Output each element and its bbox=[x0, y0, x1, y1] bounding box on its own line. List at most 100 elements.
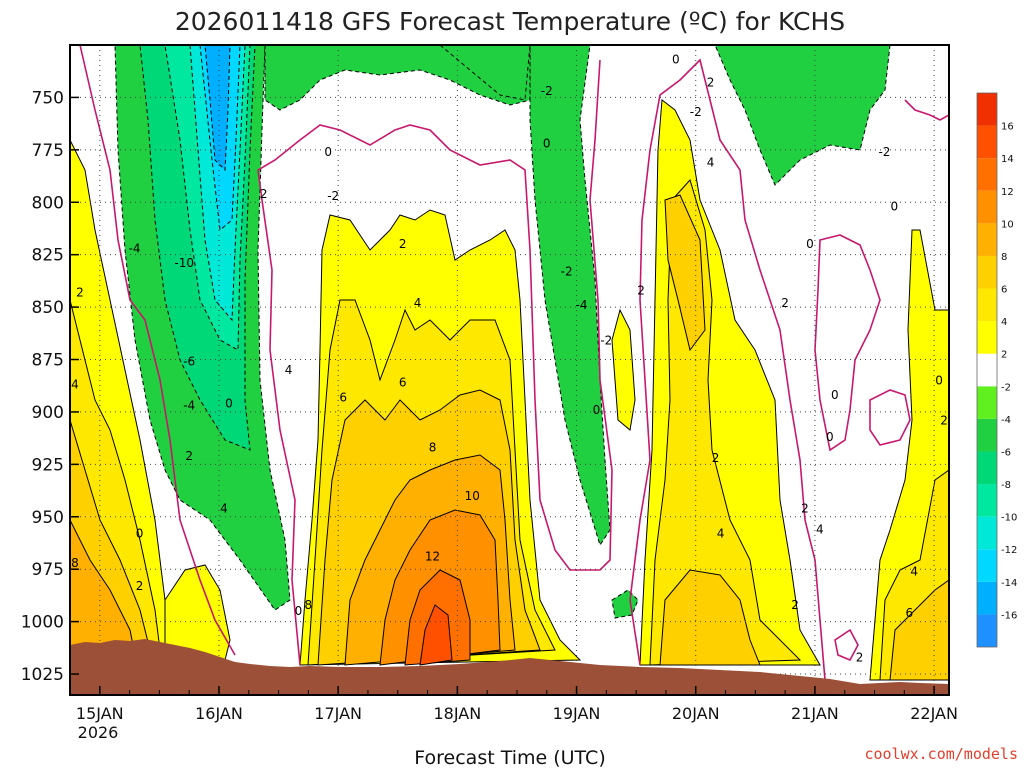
contour-label: 0 bbox=[324, 145, 332, 159]
colorbar-segment bbox=[977, 93, 997, 126]
colorbar-segment bbox=[977, 581, 997, 615]
contour-label: 4 bbox=[707, 155, 715, 169]
colorbar-tick-label: -10 bbox=[1001, 513, 1017, 524]
plot-area: -42-10-6-4428020-22244660481012800-2-2-4… bbox=[70, 45, 949, 695]
colorbar-segment bbox=[977, 484, 997, 517]
contour-label: 8 bbox=[429, 441, 437, 455]
y-tick-label: 900 bbox=[32, 403, 64, 423]
colorbar-tick-label: -2 bbox=[1001, 382, 1011, 393]
colorbar-segment bbox=[977, 418, 997, 452]
colorbar-segment bbox=[977, 549, 997, 582]
x-tick-label: 22JAN bbox=[910, 704, 958, 723]
x-year-label: 2026 bbox=[78, 723, 119, 742]
x-tick-label: 16JAN bbox=[195, 704, 243, 723]
cold-region-16jan-14 bbox=[204, 45, 231, 172]
contour-label: 8 bbox=[305, 598, 313, 612]
contour-label: 2 bbox=[637, 283, 645, 297]
contour-label: 0 bbox=[891, 199, 899, 213]
y-tick-label: 850 bbox=[32, 298, 64, 318]
colorbar-tick-label: 2 bbox=[1001, 350, 1007, 361]
colorbar-tick-label: -8 bbox=[1001, 480, 1011, 491]
x-tick-label: 21JAN bbox=[791, 704, 839, 723]
x-tick-label: 15JAN bbox=[76, 704, 124, 723]
colorbar-tick-label: 16 bbox=[1001, 122, 1014, 133]
grid-lines bbox=[70, 45, 949, 695]
zero-line-3 bbox=[629, 58, 826, 681]
contour-label: 0 bbox=[225, 397, 233, 411]
contour-label: 0 bbox=[672, 53, 680, 67]
colorbar-segment bbox=[977, 353, 997, 387]
contour-label: 4 bbox=[220, 501, 228, 515]
colorbar-tick-label: 8 bbox=[1001, 252, 1007, 263]
colorbar-segment bbox=[977, 516, 997, 550]
colorbar-frame bbox=[976, 92, 998, 648]
zero-line-4 bbox=[814, 234, 881, 452]
colorbar: -16 -14 -12 -10 -8 -6 -4 -2 2 4 6 8 10 12 14 16 bbox=[976, 92, 1017, 648]
contour-label: 8 bbox=[71, 556, 79, 570]
colorbar-segment bbox=[977, 288, 997, 322]
contour-label: 2 bbox=[76, 285, 84, 299]
contour-label: 6 bbox=[905, 606, 913, 620]
colorbar-tick-label: 14 bbox=[1001, 154, 1014, 165]
contour-label: 4 bbox=[285, 363, 293, 377]
contour-label: 0 bbox=[935, 373, 943, 387]
contour-label: 0 bbox=[136, 527, 144, 541]
warm-region-20jan-upper bbox=[664, 194, 706, 352]
colorbar-segment bbox=[977, 223, 997, 256]
x-tick-label: 17JAN bbox=[314, 704, 362, 723]
chart-title: 2026011418 GFS Forecast Temperature (ºC)… bbox=[175, 7, 845, 36]
y-tick-label: 825 bbox=[32, 246, 64, 266]
contour-label: 0 bbox=[543, 137, 551, 151]
colorbar-tick-label: -14 bbox=[1001, 578, 1017, 589]
contour-label: -10 bbox=[174, 256, 194, 270]
y-tick-label: 750 bbox=[32, 88, 64, 108]
contour-label: 2 bbox=[712, 451, 720, 465]
contour-label: 12 bbox=[425, 550, 440, 564]
contour-label: 2 bbox=[940, 413, 948, 427]
x-tick-label: 18JAN bbox=[433, 704, 481, 723]
contour-label: -2 bbox=[600, 334, 612, 348]
y-tick-label: 975 bbox=[32, 560, 64, 580]
contour-label: -2 bbox=[327, 189, 339, 203]
contour-label: 4 bbox=[816, 522, 824, 536]
zero-line-6 bbox=[904, 99, 949, 121]
contour-label: -2 bbox=[541, 84, 553, 98]
plot-frame bbox=[69, 44, 950, 696]
contour-label: -4 bbox=[129, 241, 141, 255]
y-tick-label: 775 bbox=[32, 141, 64, 161]
colorbar-tick-label: -4 bbox=[1001, 415, 1011, 426]
contour-label: -4 bbox=[576, 298, 588, 312]
zero-line-5 bbox=[869, 389, 911, 446]
colorbar-segment bbox=[977, 255, 997, 289]
cold-region-19jan bbox=[529, 45, 611, 547]
x-tick-label: 20JAN bbox=[672, 704, 720, 723]
warm-region-20jan-6 bbox=[659, 569, 761, 666]
contour-label: 10 bbox=[465, 489, 480, 503]
contour-label: 2 bbox=[136, 579, 144, 593]
surface-terrain bbox=[70, 639, 949, 695]
colorbar-tick-label: -16 bbox=[1001, 610, 1017, 621]
contour-label: -4 bbox=[183, 399, 195, 413]
contour-label: 2 bbox=[801, 501, 809, 515]
y-tick-label: 950 bbox=[32, 508, 64, 528]
colorbar-tick-label: 4 bbox=[1001, 317, 1007, 328]
contour-label: 2 bbox=[707, 76, 715, 90]
contour-label: 4 bbox=[717, 527, 725, 541]
contour-label: 0 bbox=[826, 430, 834, 444]
y-tick-label: 800 bbox=[32, 193, 64, 213]
colorbar-segment bbox=[977, 158, 997, 191]
contour-label: 2 bbox=[260, 187, 268, 201]
warm-region-19jan-late bbox=[611, 308, 636, 431]
colorbar-segment bbox=[977, 614, 997, 647]
contour-label: 2 bbox=[791, 598, 799, 612]
contour-labels: -42-10-6-4428020-22244660481012800-2-2-4… bbox=[71, 53, 948, 665]
temperature-fill-layer bbox=[70, 45, 949, 681]
warm-region-15jan-8 bbox=[70, 519, 136, 661]
contour-label: 2 bbox=[856, 650, 864, 664]
colorbar-tick-label: -12 bbox=[1001, 545, 1017, 556]
x-axis-label: Forecast Time (UTC) bbox=[414, 747, 605, 768]
colorbar-tick-label: 12 bbox=[1001, 187, 1014, 198]
contour-label: -6 bbox=[183, 355, 195, 369]
credit-label: coolwx.com/models bbox=[864, 745, 1018, 763]
y-axis: 750 775 800 825 850 875 900 925 950 975 1000 1025 bbox=[21, 88, 79, 685]
